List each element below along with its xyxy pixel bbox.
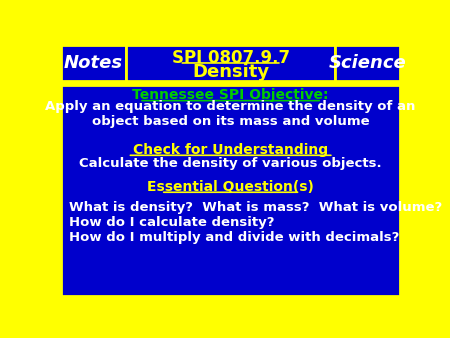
Text: Check for Understanding: Check for Understanding [133,143,328,157]
Text: Science: Science [329,54,407,72]
Text: Notes: Notes [64,54,123,72]
Text: Tennessee SPI Objective:: Tennessee SPI Objective: [132,88,329,102]
Text: Essential Question(s): Essential Question(s) [147,180,314,194]
Text: Density: Density [192,63,269,81]
Text: What is density?  What is mass?  What is volume?
How do I calculate density?
How: What is density? What is mass? What is v… [69,201,442,244]
Bar [335,45,400,80]
Text: Calculate the density of various objects.: Calculate the density of various objects… [79,157,382,170]
Bar [126,45,335,80]
Text: Apply an equation to determine the density of an
object based on its mass and vo: Apply an equation to determine the densi… [45,100,416,128]
Text: SPI 0807.9.7: SPI 0807.9.7 [171,49,290,67]
Bar [61,45,126,80]
Bar [61,85,400,296]
